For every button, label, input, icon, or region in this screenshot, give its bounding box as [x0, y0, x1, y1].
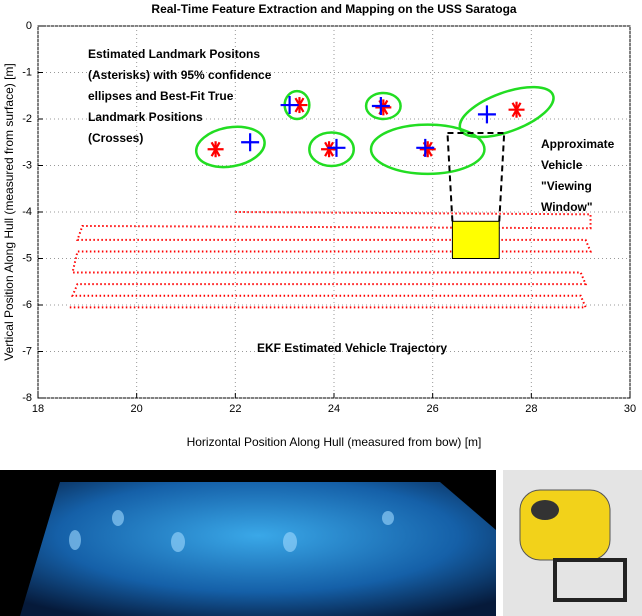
y-axis-label: Vertical Position Along Hull (measured f… [2, 63, 16, 360]
confidence-ellipse [308, 131, 355, 168]
annotation: Vehicle [541, 158, 583, 172]
x-axis-label: Horizontal Position Along Hull (measured… [187, 435, 482, 449]
annotation: (Crosses) [88, 131, 143, 145]
vehicle-box [451, 220, 500, 260]
photos [0, 470, 642, 616]
robot-frame [553, 558, 627, 602]
y-tick-label: -8 [22, 392, 32, 404]
x-tick-label: 18 [32, 403, 44, 415]
sonar-feature [112, 510, 124, 526]
y-tick-label: -1 [22, 66, 32, 78]
trajectory [67, 211, 593, 309]
sonar-feature [382, 511, 394, 525]
x-tick-label: 28 [525, 403, 537, 415]
annotation: Landmark Positions [88, 110, 203, 124]
chart-title: Real-Time Feature Extraction and Mapping… [151, 2, 517, 16]
landmark-true [280, 96, 299, 115]
landmark-true [477, 105, 496, 124]
x-tick-label: 20 [131, 403, 143, 415]
sonar-feature [171, 532, 185, 552]
y-tick-label: 0 [26, 20, 32, 32]
confidence-ellipse [194, 125, 266, 169]
landmark-true [327, 138, 346, 157]
x-tick-label: 22 [229, 403, 241, 415]
landmark-estimate [508, 101, 525, 118]
annotation: EKF Estimated Vehicle Trajectory [257, 341, 447, 355]
window-line [446, 132, 454, 222]
y-tick-label: -4 [22, 206, 32, 218]
landmark-true [416, 138, 435, 157]
y-tick-label: -7 [22, 345, 32, 357]
chart: Real-Time Feature Extraction and Mapping… [2, 2, 636, 449]
x-tick-label: 30 [624, 403, 636, 415]
confidence-ellipse [364, 91, 402, 121]
robot-body [519, 489, 611, 561]
annotation: Approximate [541, 137, 615, 151]
landmark-true [241, 133, 260, 152]
y-tick-label: -6 [22, 299, 32, 311]
annotation: Window" [541, 200, 593, 214]
annotation: ellipses and Best-Fit True [88, 89, 234, 103]
x-tick-label: 26 [427, 403, 439, 415]
y-tick-label: -5 [22, 252, 32, 264]
confidence-ellipse [458, 85, 555, 139]
annotation: "Viewing [541, 179, 592, 193]
annotation: (Asterisks) with 95% confidence [88, 68, 272, 82]
confidence-ellipse [369, 123, 486, 176]
annotation: Estimated Landmark Positons [88, 47, 260, 61]
y-tick-label: -3 [22, 159, 32, 171]
landmark-estimate [321, 141, 338, 158]
window-line [498, 132, 506, 222]
y-tick-label: -2 [22, 113, 32, 125]
sonar-image [20, 482, 496, 616]
sonar-feature [69, 530, 81, 550]
robot-thruster [531, 500, 559, 520]
x-tick-label: 24 [328, 403, 340, 415]
landmark-estimate [207, 141, 224, 158]
sonar-feature [283, 532, 297, 552]
landmark-true [371, 96, 390, 115]
